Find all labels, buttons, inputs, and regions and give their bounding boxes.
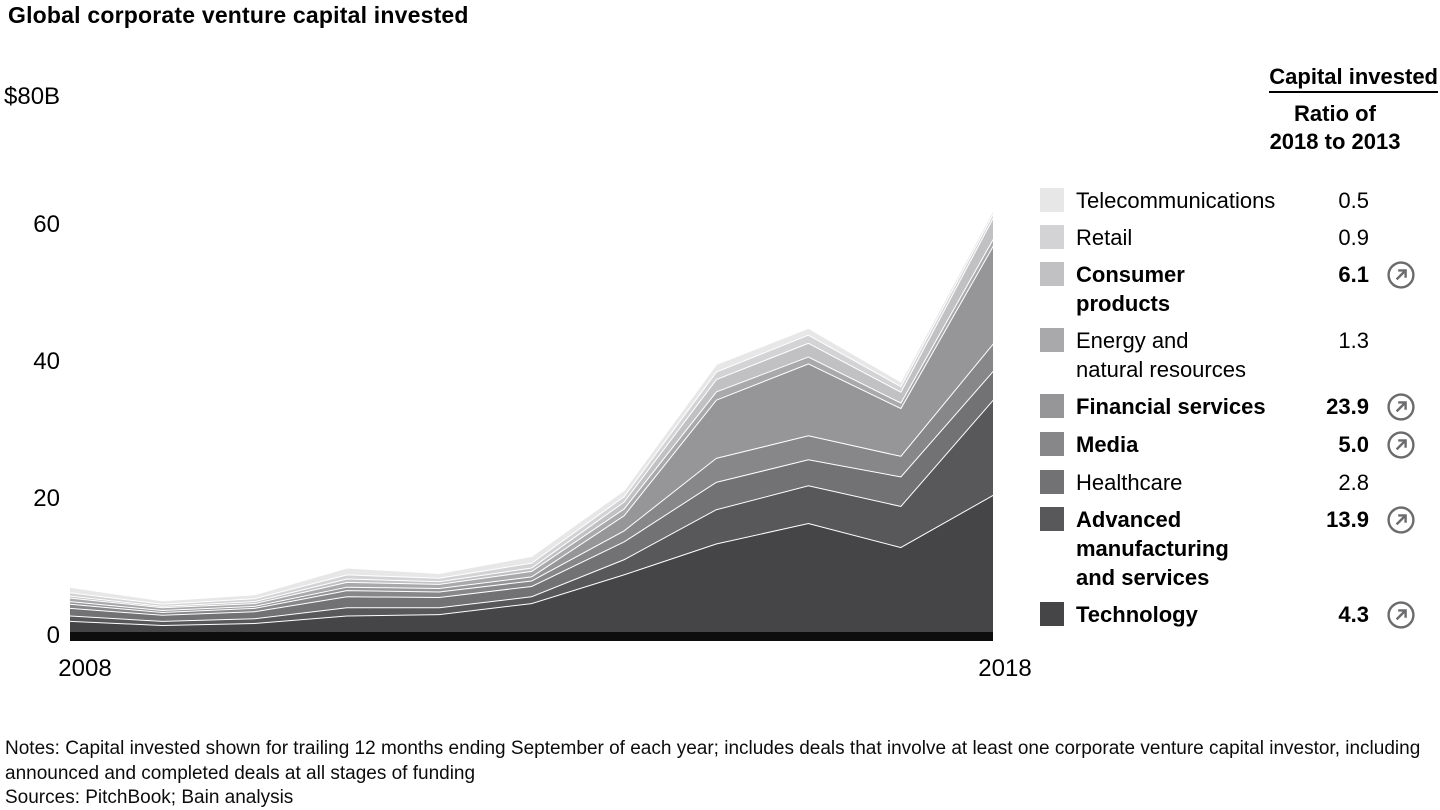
legend-swatch [1040, 188, 1064, 212]
legend-row-advanced: Advanced manufacturing and services 13.9 [1040, 505, 1440, 592]
legend-label: Consumer products [1076, 262, 1185, 316]
legend-ratio-header-line2: 2018 to 2013 [1269, 129, 1401, 154]
legend-ratio-header-line1: Ratio of [1294, 101, 1376, 126]
growth-arrow-icon [1386, 260, 1416, 290]
legend-ratio-value: 2.8 [1338, 470, 1369, 495]
legend-row-technology: Technology 4.3 [1040, 600, 1440, 630]
legend-swatch [1040, 394, 1064, 418]
area-band-technology [70, 494, 993, 636]
y-tick-label: 20 [33, 485, 60, 512]
x-axis-start-label: 2008 [58, 655, 112, 682]
x-axis-end-label: 2018 [978, 655, 1032, 682]
legend-ratio-value: 4.3 [1338, 602, 1369, 627]
legend-label: Advanced manufacturing and services [1076, 507, 1229, 590]
legend-label: Media [1076, 432, 1139, 457]
area-band-financial-services [70, 245, 993, 612]
legend-row-healthcare: Healthcare 2.8 [1040, 468, 1440, 497]
sources-text: Sources: PitchBook; Bain analysis [5, 787, 294, 808]
y-axis-max-label: $80B [4, 83, 61, 110]
legend-ratio-value: 1.3 [1338, 328, 1369, 353]
legend-label: Energy and natural resources [1076, 328, 1246, 382]
legend-column-header: Capital invested [1269, 64, 1438, 93]
legend-swatch [1040, 432, 1064, 456]
growth-arrow-icon [1386, 430, 1416, 460]
legend-swatch [1040, 328, 1064, 352]
legend-ratio-value: 23.9 [1326, 394, 1369, 419]
legend-row-retail: Retail 0.9 [1040, 223, 1440, 252]
legend-row-media: Media 5.0 [1040, 430, 1440, 460]
legend-swatch [1040, 262, 1064, 286]
legend-label: Technology [1076, 602, 1198, 627]
legend-ratio-value: 5.0 [1338, 432, 1369, 457]
legend-label: Financial services [1076, 394, 1266, 419]
page-title: Global corporate venture capital investe… [8, 2, 469, 28]
notes-text: Notes: Capital invested shown for traili… [5, 738, 1421, 784]
legend-label: Retail [1076, 225, 1133, 250]
growth-arrow-icon [1386, 392, 1416, 422]
legend-row-telecommunications: Telecommunications 0.5 [1040, 186, 1440, 215]
growth-arrow-icon [1386, 600, 1416, 630]
legend-swatch [1040, 602, 1064, 626]
legend-label: Telecommunications [1076, 188, 1276, 213]
legend-ratio-value: 6.1 [1338, 262, 1369, 287]
growth-arrow-icon [1386, 505, 1416, 535]
legend-ratio-value: 0.5 [1338, 188, 1369, 213]
legend-ratio-value: 13.9 [1326, 507, 1369, 532]
band-separator-line [69, 209, 994, 602]
legend-swatch [1040, 470, 1064, 494]
y-tick-label: 60 [33, 211, 60, 238]
legend-swatch [1040, 225, 1064, 249]
y-tick-label: 0 [46, 622, 60, 649]
y-tick-label: 40 [33, 348, 60, 375]
legend: Telecommunications 0.5 Retail 0.9 Consumer p… [1040, 186, 1440, 630]
area-band-advanced-manufacturing-and-services [70, 399, 993, 625]
legend-label: Healthcare [1076, 470, 1183, 495]
legend-row-energy-and: Energy and natural resources 1.3 [1040, 326, 1440, 384]
x-axis-line [70, 632, 993, 641]
legend-ratio-value: 0.9 [1338, 225, 1369, 250]
legend-swatch [1040, 507, 1064, 531]
legend-ratio-header: Ratio of 2018 to 2013 [1230, 100, 1440, 156]
legend-row-consumer: Consumer products 6.1 [1040, 260, 1440, 318]
legend-row-financial-services: Financial services 23.9 [1040, 392, 1440, 422]
